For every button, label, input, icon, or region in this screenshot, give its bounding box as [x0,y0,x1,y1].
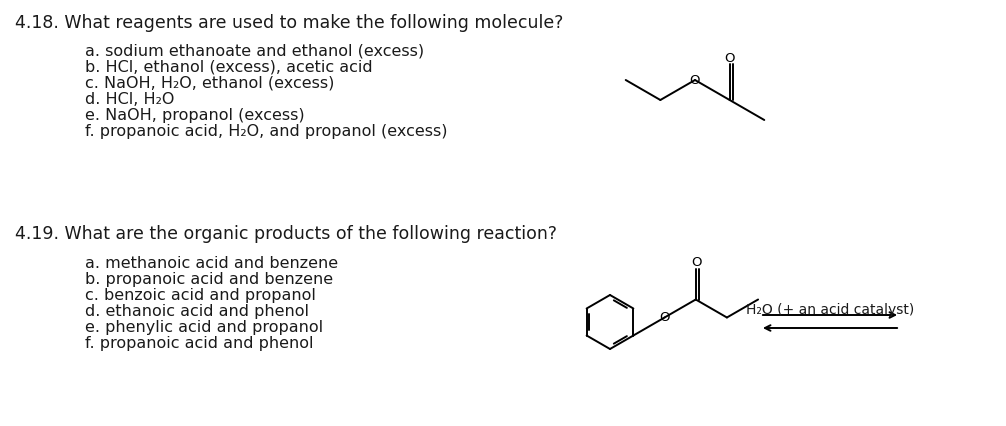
Text: c. NaOH, H₂O, ethanol (excess): c. NaOH, H₂O, ethanol (excess) [85,76,334,91]
Text: f. propanoic acid and phenol: f. propanoic acid and phenol [85,336,314,351]
Text: H₂O (+ an acid catalyst): H₂O (+ an acid catalyst) [745,303,914,317]
Text: O: O [659,311,670,324]
Text: O: O [690,74,700,86]
Text: O: O [724,52,735,64]
Text: b. propanoic acid and benzene: b. propanoic acid and benzene [85,272,333,287]
Text: 4.19. What are the organic products of the following reaction?: 4.19. What are the organic products of t… [15,225,557,243]
Text: 4.18. What reagents are used to make the following molecule?: 4.18. What reagents are used to make the… [15,14,563,32]
Text: d. ethanoic acid and phenol: d. ethanoic acid and phenol [85,304,309,319]
Text: O: O [691,256,702,269]
Text: f. propanoic acid, H₂O, and propanol (excess): f. propanoic acid, H₂O, and propanol (ex… [85,124,448,139]
Text: a. sodium ethanoate and ethanol (excess): a. sodium ethanoate and ethanol (excess) [85,44,425,59]
Text: a. methanoic acid and benzene: a. methanoic acid and benzene [85,256,338,271]
Text: e. phenylic acid and propanol: e. phenylic acid and propanol [85,320,323,335]
Text: c. benzoic acid and propanol: c. benzoic acid and propanol [85,288,316,303]
Text: d. HCl, H₂O: d. HCl, H₂O [85,92,174,107]
Text: e. NaOH, propanol (excess): e. NaOH, propanol (excess) [85,108,305,123]
Text: b. HCl, ethanol (excess), acetic acid: b. HCl, ethanol (excess), acetic acid [85,60,372,75]
